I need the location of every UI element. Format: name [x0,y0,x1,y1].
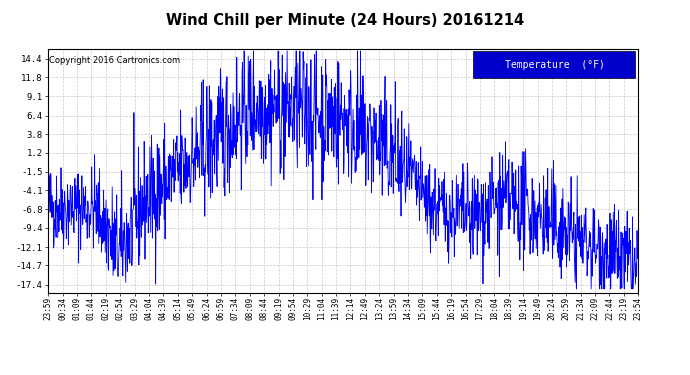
Text: Temperature  (°F): Temperature (°F) [504,60,604,70]
Text: Wind Chill per Minute (24 Hours) 20161214: Wind Chill per Minute (24 Hours) 2016121… [166,13,524,28]
Text: Copyright 2016 Cartronics.com: Copyright 2016 Cartronics.com [50,56,181,65]
FancyBboxPatch shape [473,51,635,78]
